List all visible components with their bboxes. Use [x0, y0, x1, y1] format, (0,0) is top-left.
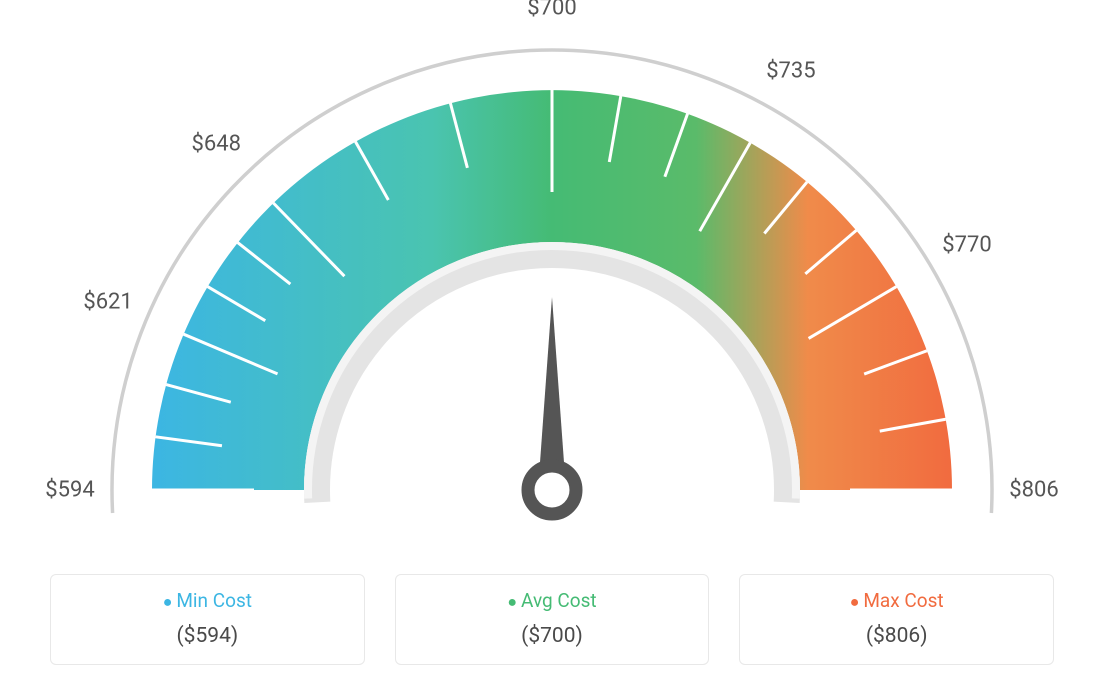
legend-row: Min Cost ($594) Avg Cost ($700) Max Cost… [50, 574, 1054, 665]
gauge-svg [0, 0, 1104, 560]
legend-avg-value: ($700) [406, 624, 699, 648]
gauge-tick-label: $735 [766, 59, 815, 84]
gauge-area: $594 $621 $648 $700 $735 $770 $806 [0, 0, 1104, 560]
legend-avg-box: Avg Cost ($700) [395, 574, 710, 665]
legend-max-title: Max Cost [750, 589, 1043, 612]
gauge-tick-label: $700 [527, 0, 576, 21]
legend-min-value: ($594) [61, 624, 354, 648]
gauge-tick-label: $594 [45, 478, 94, 503]
gauge-tick-label: $621 [83, 290, 132, 315]
legend-min-box: Min Cost ($594) [50, 574, 365, 665]
gauge-tick-label: $806 [1009, 478, 1058, 503]
legend-max-value: ($806) [750, 624, 1043, 648]
legend-min-title: Min Cost [61, 589, 354, 612]
legend-max-box: Max Cost ($806) [739, 574, 1054, 665]
legend-avg-title: Avg Cost [406, 589, 699, 612]
gauge-tick-label: $770 [942, 232, 991, 257]
gauge-chart-container: $594 $621 $648 $700 $735 $770 $806 Min Cost ($… [0, 0, 1104, 690]
gauge-tick-label: $648 [192, 132, 241, 157]
